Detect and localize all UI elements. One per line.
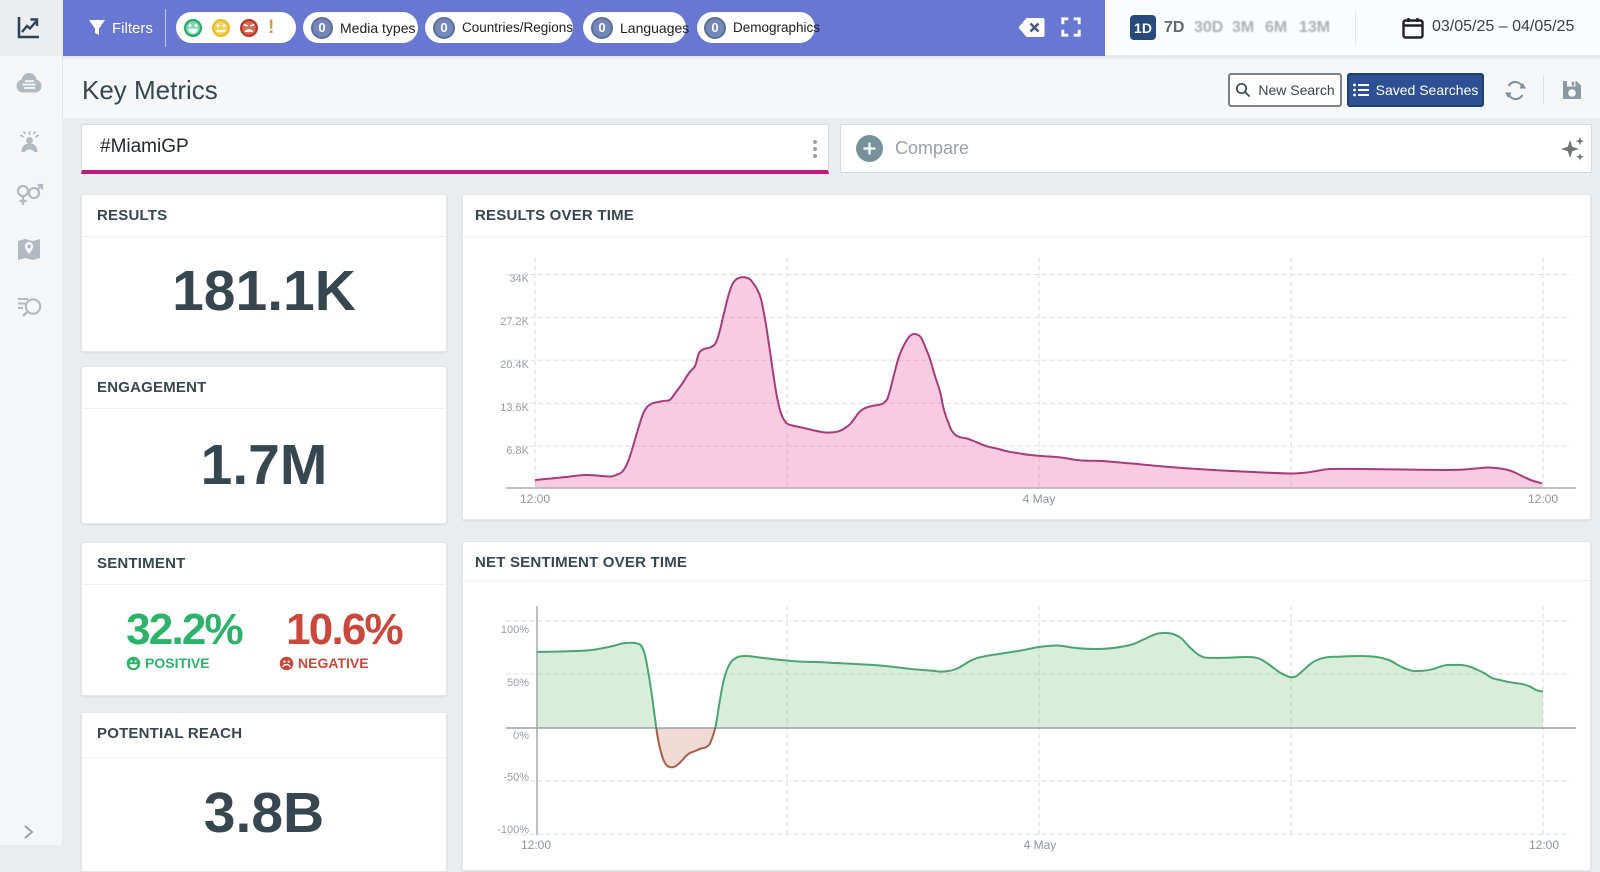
svg-text:27.2K: 27.2K (500, 316, 529, 328)
svg-text:12:00: 12:00 (1528, 492, 1558, 506)
svg-text:50%: 50% (507, 677, 529, 689)
svg-text:34K: 34K (509, 273, 529, 285)
svg-text:4 May: 4 May (1024, 838, 1057, 852)
svg-text:100%: 100% (501, 624, 529, 636)
svg-text:-100%: -100% (497, 824, 529, 836)
svg-text:6.8K: 6.8K (506, 445, 529, 457)
svg-text:13.6K: 13.6K (500, 402, 529, 414)
svg-text:12:00: 12:00 (521, 838, 551, 852)
svg-text:12:00: 12:00 (520, 492, 550, 506)
svg-text:-50%: -50% (503, 772, 529, 784)
svg-text:4 May: 4 May (1023, 492, 1056, 506)
svg-text:0%: 0% (513, 730, 529, 742)
svg-text:12:00: 12:00 (1529, 838, 1559, 852)
svg-text:20.4K: 20.4K (500, 359, 529, 371)
